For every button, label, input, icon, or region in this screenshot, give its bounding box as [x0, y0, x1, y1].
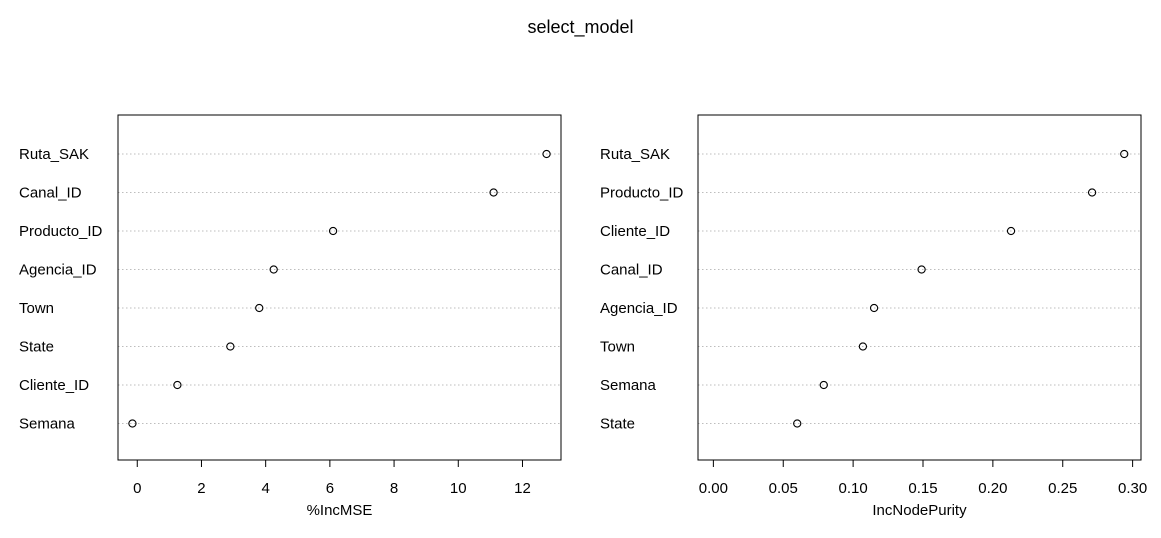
chart-panel-2: Ruta_SAK Producto_ID Cliente_ID Canal_ID Age… [600, 114, 1147, 519]
category-label: State [19, 339, 54, 356]
category-label: Agencia_ID [600, 300, 678, 317]
category-label: Semana [19, 416, 76, 433]
category-label: Canal_ID [19, 185, 82, 202]
plot-frame [117, 114, 562, 461]
category-label: Cliente_ID [19, 377, 89, 394]
category-label: Producto_ID [600, 185, 684, 202]
plot-frame [697, 114, 1142, 461]
x-axis-label: IncNodePurity [872, 502, 967, 519]
category-label: Agencia_ID [19, 262, 97, 279]
category-label: Town [600, 339, 635, 356]
data-point [226, 342, 235, 351]
chart-panel-1: Ruta_SAK Canal_ID Producto_ID Agencia_ID Tow… [19, 114, 562, 519]
data-point [793, 419, 802, 428]
data-point [173, 380, 182, 390]
x-axis-label: %IncMSE [307, 502, 373, 519]
category-label: Ruta_SAK [600, 146, 670, 163]
x-tick-label: 0.20 [978, 480, 1007, 497]
x-tick-label: 8 [390, 480, 398, 497]
category-label: Canal_ID [600, 262, 663, 279]
data-point [1087, 188, 1097, 197]
x-tick-label: 10 [450, 480, 467, 497]
chart-title: select_model [527, 17, 634, 37]
category-label: Semana [600, 377, 657, 394]
x-tick-label: 2 [197, 480, 205, 497]
data-point [489, 188, 498, 197]
data-point [255, 303, 264, 313]
data-point [819, 380, 828, 390]
data-point [869, 303, 879, 313]
x-tick-label: 0.00 [699, 480, 728, 497]
x-tick-label: 0.30 [1118, 480, 1147, 497]
data-point [128, 419, 137, 428]
data-point [269, 265, 278, 274]
category-label: Producto_ID [19, 223, 103, 240]
x-tick-label: 6 [326, 480, 334, 497]
data-point [328, 226, 338, 236]
category-label: Ruta_SAK [19, 146, 89, 163]
data-point [1006, 226, 1016, 236]
x-tick-label: 0.25 [1048, 480, 1077, 497]
x-tick-label: 0.05 [769, 480, 798, 497]
x-tick-label: 12 [514, 480, 531, 497]
x-tick-label: 0.10 [839, 480, 868, 497]
category-label: State [600, 416, 635, 433]
data-point [542, 149, 551, 159]
x-tick-label: 0.15 [908, 480, 937, 497]
data-point [1120, 149, 1129, 159]
x-tick-label: 4 [261, 480, 269, 497]
data-point [917, 265, 926, 274]
category-label: Town [19, 300, 54, 317]
x-tick-label: 0 [133, 480, 141, 497]
data-point [858, 342, 868, 351]
category-label: Cliente_ID [600, 223, 670, 240]
